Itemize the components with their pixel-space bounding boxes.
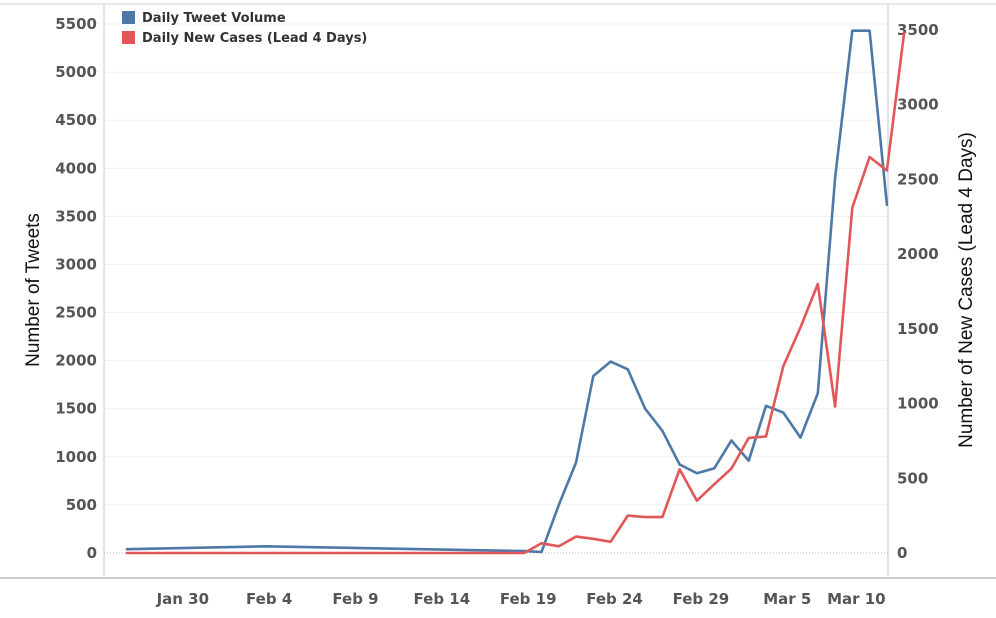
y-right-tick-label: 3500 <box>897 21 939 39</box>
x-tick-label: Jan 30 <box>156 590 209 608</box>
y-left-tick-label: 2500 <box>55 304 97 322</box>
grid-lines <box>104 23 888 506</box>
y-left-tick-label: 5000 <box>55 63 97 81</box>
series-line-tweets <box>125 29 889 554</box>
x-tick-label: Mar 10 <box>827 590 886 608</box>
y-left-tick-label: 4500 <box>55 111 97 129</box>
x-tick-label: Feb 29 <box>673 590 730 608</box>
x-tick-label: Mar 5 <box>763 590 811 608</box>
y-right-tick-label: 1000 <box>897 395 939 413</box>
y-right-tick-label: 0 <box>897 544 907 562</box>
y-right-tick-label: 2000 <box>897 245 939 263</box>
x-tick-label: Feb 14 <box>414 590 471 608</box>
x-tick-label: Feb 24 <box>586 590 643 608</box>
y-left-tick-label: 1500 <box>55 400 97 418</box>
y-right-tick-label: 1500 <box>897 320 939 338</box>
legend-item-tweets[interactable]: Daily Tweet Volume <box>122 11 286 26</box>
y-right-tick-label: 500 <box>897 469 928 487</box>
y-axis-right-ticks: 0 500 1000 1500 2000 2500 3000 3500 <box>897 21 939 562</box>
y-left-tick-label: 1000 <box>55 448 97 466</box>
y-left-tick-label: 0 <box>87 544 97 562</box>
legend[interactable]: Daily Tweet Volume Daily New Cases (Lead… <box>122 11 367 46</box>
legend-label-cases: Daily New Cases (Lead 4 Days) <box>142 31 367 46</box>
y-axis-right-title: Number of New Cases (Lead 4 Days) <box>956 132 977 448</box>
legend-swatch-tweets <box>122 11 135 24</box>
y-left-tick-label: 3500 <box>55 207 97 225</box>
series-layer <box>125 29 906 555</box>
y-right-tick-label: 2500 <box>897 170 939 188</box>
y-left-tick-label: 5500 <box>55 15 97 33</box>
x-tick-label: Feb 9 <box>332 590 378 608</box>
y-left-tick-label: 4000 <box>55 159 97 177</box>
y-left-tick-label: 2000 <box>55 352 97 370</box>
legend-swatch-cases <box>122 31 135 44</box>
x-tick-label: Feb 19 <box>500 590 557 608</box>
y-left-tick-label: 500 <box>66 496 97 514</box>
y-axis-left-ticks: 0 500 1000 1500 2000 2500 3000 3500 4000 4500 5000… <box>55 15 97 562</box>
y-left-tick-label: 3000 <box>55 255 97 273</box>
series-line-cases <box>125 31 906 555</box>
legend-item-cases[interactable]: Daily New Cases (Lead 4 Days) <box>122 31 367 46</box>
y-right-tick-label: 3000 <box>897 96 939 114</box>
x-tick-label: Feb 4 <box>246 590 292 608</box>
y-axis-left-title: Number of Tweets <box>23 213 44 367</box>
x-axis-ticks: Jan 30 Feb 4 Feb 9 Feb 14 Feb 19 Feb 24 Feb 29… <box>156 590 886 608</box>
legend-label-tweets: Daily Tweet Volume <box>142 11 286 26</box>
